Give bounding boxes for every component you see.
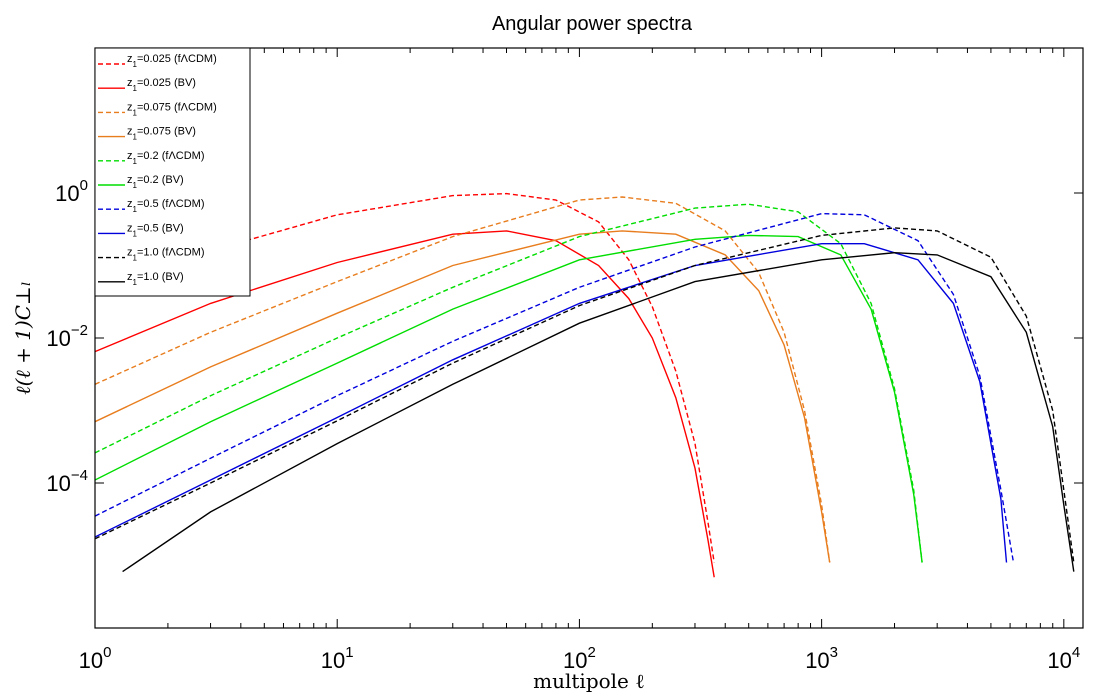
series-line-8 bbox=[95, 227, 1075, 563]
x-axis-label: multipole ℓ bbox=[533, 669, 645, 693]
legend-label-8: z1=1.0 (fΛCDM) bbox=[127, 247, 205, 263]
x-tick-label: 104 bbox=[1047, 644, 1080, 673]
legend-box bbox=[94, 47, 251, 297]
legend-label-0: z1=0.025 (fΛCDM) bbox=[127, 53, 217, 69]
series-line-4 bbox=[95, 203, 923, 563]
y-axis-label: ℓ(ℓ + 1)C⊥ₗ bbox=[11, 281, 35, 394]
x-tick-label: 101 bbox=[321, 644, 354, 673]
legend-label-2: z1=0.075 (fΛCDM) bbox=[127, 101, 217, 117]
series-line-6 bbox=[95, 212, 1015, 563]
chart-title: Angular power spectra bbox=[492, 13, 693, 35]
legend-label-9: z1=1.0 (BV) bbox=[127, 271, 184, 287]
series-line-3 bbox=[95, 230, 831, 563]
series-layer bbox=[95, 192, 1075, 578]
legend-label-4: z1=0.2 (fΛCDM) bbox=[127, 150, 205, 166]
x-tick-label: 100 bbox=[79, 644, 112, 673]
legend: z1=0.025 (fΛCDM) z1=0.025 (BV) z1=0.075 (f… bbox=[94, 47, 251, 297]
x-tick-label: 103 bbox=[805, 644, 838, 673]
y-tick-label: 10−4 bbox=[46, 467, 88, 496]
legend-label-6: z1=0.5 (fΛCDM) bbox=[127, 198, 205, 214]
legend-label-5: z1=0.2 (BV) bbox=[127, 174, 184, 190]
series-line-7 bbox=[95, 243, 1008, 563]
legend-label-7: z1=0.5 (BV) bbox=[127, 222, 184, 238]
legend-label-1: z1=0.025 (BV) bbox=[127, 77, 196, 93]
y-tick-label: 10−2 bbox=[46, 322, 88, 351]
series-line-5 bbox=[95, 234, 923, 563]
series-line-1 bbox=[95, 230, 715, 578]
y-tick-label: 100 bbox=[55, 177, 88, 206]
series-line-9 bbox=[122, 251, 1075, 573]
legend-label-3: z1=0.075 (BV) bbox=[127, 126, 196, 142]
series-line-0 bbox=[95, 192, 715, 563]
